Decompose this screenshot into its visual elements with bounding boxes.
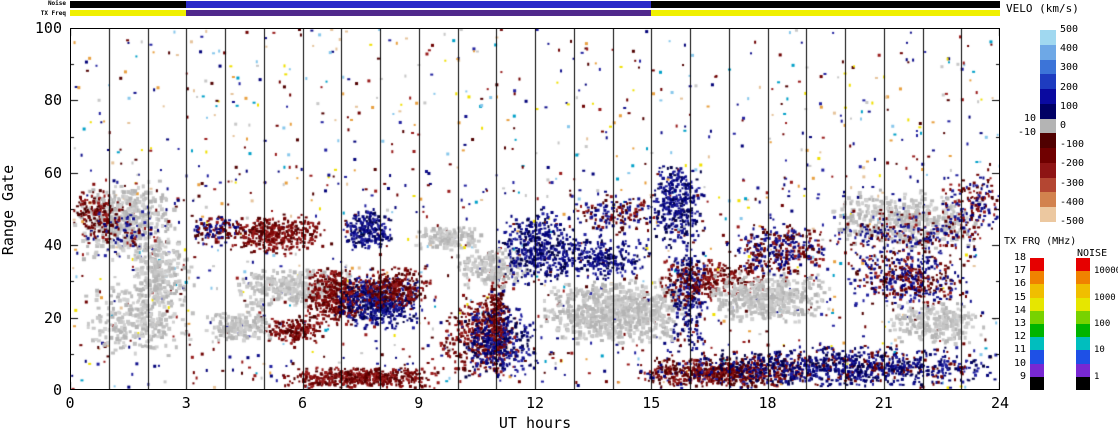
x-tick-label: 18 bbox=[758, 394, 777, 412]
velocity-colorbar-segment bbox=[1040, 177, 1056, 193]
velocity-heatmap-canvas bbox=[70, 28, 1000, 390]
velocity-colorbar-label: -200 bbox=[1060, 158, 1085, 170]
x-tick-label: 0 bbox=[65, 394, 75, 412]
noise-colorbar: 10000 1000 100 10 1 bbox=[1076, 258, 1118, 391]
velocity-colorbar: 500 400 300 200 100 0 -100 -200 -300 -400 -500 10 -1… bbox=[1018, 25, 1084, 227]
velocity-colorbar-label: 100 bbox=[1060, 100, 1079, 112]
txfrq-colorbar-label: 18 bbox=[1013, 252, 1026, 263]
x-tick-label: 24 bbox=[990, 394, 1010, 412]
txfrq-colorbar-segment bbox=[1030, 350, 1044, 364]
txfrq-colorbar-segment bbox=[1030, 363, 1044, 377]
velocity-colorbar-label: -500 bbox=[1060, 216, 1085, 227]
txfrq-colorbar-label: 15 bbox=[1013, 291, 1026, 303]
noise-colorbar-segment bbox=[1076, 271, 1090, 285]
velocity-colorbar-segment bbox=[1040, 192, 1056, 208]
noise-colorbar-label: 10000 bbox=[1094, 266, 1118, 277]
noise-colorbar-label: 1 bbox=[1094, 371, 1100, 382]
y-tick-label: 100 bbox=[34, 19, 62, 37]
txfrq-colorbar-segment bbox=[1030, 284, 1044, 298]
x-tick-label: 21 bbox=[874, 394, 893, 412]
velocity-colorbar-label: 300 bbox=[1060, 62, 1079, 74]
velocity-colorbar-label: 0 bbox=[1060, 120, 1067, 131]
y-tick-label: 60 bbox=[43, 163, 62, 182]
txfreq-bar-segment bbox=[651, 10, 1000, 16]
y-tick-label: 40 bbox=[43, 236, 62, 255]
velocity-colorbar-label: -400 bbox=[1060, 196, 1085, 208]
txfrq-colorbar-segment bbox=[1030, 376, 1044, 391]
txfrq-colorbar-label: 14 bbox=[1013, 304, 1026, 316]
velocity-colorbar-segment bbox=[1040, 148, 1056, 163]
y-tick-label: 80 bbox=[43, 91, 62, 110]
velocity-colorbar-segment bbox=[1040, 59, 1056, 75]
x-axis-title: UT hours bbox=[498, 414, 572, 432]
noise-bar-label: Noise bbox=[47, 0, 66, 7]
txfrq-colorbar-label: 10 bbox=[1013, 357, 1026, 369]
velocity-colorbar-label: 200 bbox=[1060, 81, 1079, 93]
velocity-colorbar-label: -300 bbox=[1060, 177, 1085, 189]
noise-colorbar-segment bbox=[1076, 324, 1090, 338]
x-tick-label: 9 bbox=[414, 394, 424, 412]
noise-bar-segment bbox=[186, 1, 652, 8]
x-tick-label: 3 bbox=[181, 394, 191, 412]
txfrq-colorbar-segment bbox=[1030, 271, 1044, 285]
noise-colorbar-label: 1000 bbox=[1094, 292, 1116, 303]
txfrq-colorbar-segment bbox=[1030, 324, 1044, 338]
velocity-colorbar-segment bbox=[1040, 118, 1056, 134]
velocity-colorbar-segment bbox=[1040, 103, 1056, 119]
txfrq-colorbar: 18 17 16 15 14 13 12 11 10 9 bbox=[1014, 253, 1044, 391]
velocity-colorbar-label: 500 bbox=[1060, 24, 1079, 35]
velocity-colorbar-title: VELO (km/s) bbox=[1006, 2, 1079, 15]
x-tick-label: 12 bbox=[525, 394, 545, 412]
velocity-colorbar-label: 400 bbox=[1060, 43, 1079, 55]
txfrq-colorbar-label: 9 bbox=[1019, 370, 1026, 382]
txfrq-colorbar-label: 17 bbox=[1013, 265, 1026, 277]
noise-colorbar-segment bbox=[1076, 350, 1090, 364]
txfreq-bar-label: TX Freq bbox=[40, 10, 66, 17]
noise-colorbar-label: 10 bbox=[1094, 345, 1105, 356]
noise-colorbar-label: 100 bbox=[1094, 319, 1111, 329]
txfrq-colorbar-title: TX FRQ (MHz) bbox=[1004, 236, 1077, 247]
txfrq-colorbar-segment bbox=[1030, 258, 1044, 272]
velocity-colorbar-segment bbox=[1040, 133, 1056, 149]
noise-bar-segment bbox=[70, 1, 187, 8]
noise-bar-segment bbox=[651, 1, 1000, 8]
noise-colorbar-segment bbox=[1076, 284, 1090, 298]
noise-colorbar-title: NOISE bbox=[1077, 248, 1108, 259]
noise-colorbar-segment bbox=[1076, 376, 1090, 391]
txfreq-status-bar bbox=[70, 10, 1000, 16]
noise-colorbar-segment bbox=[1076, 310, 1090, 325]
velocity-colorbar-segment bbox=[1040, 74, 1056, 90]
noise-colorbar-segment bbox=[1076, 258, 1090, 272]
y-axis-title: Range Gate bbox=[0, 164, 17, 256]
y-tick-label: 20 bbox=[43, 308, 62, 327]
velocity-colorbar-segment bbox=[1040, 44, 1056, 60]
txfrq-colorbar-label: 16 bbox=[1013, 278, 1026, 290]
txfrq-colorbar-segment bbox=[1030, 310, 1044, 325]
velocity-colorbar-segment bbox=[1040, 162, 1056, 178]
txfrq-colorbar-label: 12 bbox=[1013, 331, 1026, 343]
x-tick-label: 6 bbox=[297, 394, 308, 412]
velocity-colorbar-segment bbox=[1040, 89, 1056, 104]
txfrq-colorbar-segment bbox=[1030, 337, 1044, 351]
y-tick-label: 0 bbox=[52, 381, 62, 399]
txfrq-colorbar-label: 11 bbox=[1013, 344, 1026, 356]
velocity-colorbar-label: -10 bbox=[1017, 127, 1036, 139]
x-tick-label: 15 bbox=[642, 394, 661, 412]
noise-colorbar-segment bbox=[1076, 297, 1090, 311]
txfreq-bar-segment bbox=[70, 10, 187, 16]
velocity-colorbar-segment bbox=[1040, 30, 1056, 45]
txfrq-colorbar-segment bbox=[1030, 297, 1044, 311]
velocity-colorbar-label: -100 bbox=[1060, 139, 1085, 151]
velocity-colorbar-segment bbox=[1040, 207, 1056, 222]
noise-colorbar-segment bbox=[1076, 337, 1090, 351]
txfreq-bar-segment bbox=[186, 10, 652, 16]
noise-colorbar-segment bbox=[1076, 363, 1090, 377]
noise-status-bar bbox=[70, 1, 1000, 8]
txfrq-colorbar-label: 13 bbox=[1013, 318, 1026, 329]
velocity-colorbar-label: 10 bbox=[1023, 112, 1036, 124]
